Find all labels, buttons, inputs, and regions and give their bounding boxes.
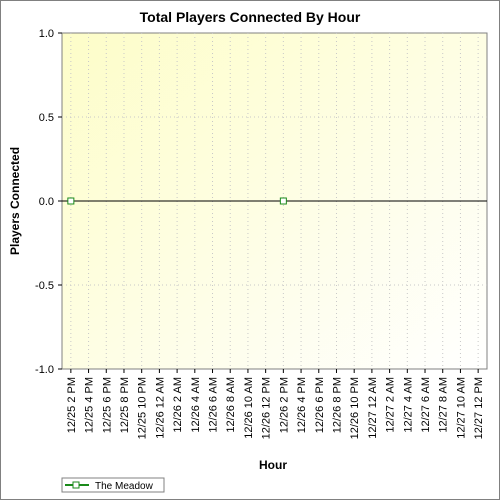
x-tick-label: 12/25 6 PM	[101, 377, 113, 433]
series-layer	[62, 197, 487, 205]
x-tick-label: 12/25 10 PM	[137, 377, 149, 439]
legend: The Meadow	[61, 477, 165, 493]
x-tick-label: 12/26 10 AM	[243, 377, 255, 439]
x-tick-label: 12/25 2 PM	[66, 377, 78, 433]
x-tick-label: 12/26 6 AM	[208, 377, 220, 433]
legend-marker-swatch	[72, 481, 80, 489]
y-tick-label: -0.5	[35, 280, 54, 292]
x-tick-label: 12/26 8 AM	[225, 377, 237, 433]
x-tick-label: 12/26 12 PM	[261, 377, 273, 439]
x-tick-label: 12/26 2 PM	[278, 377, 290, 433]
x-tick-label: 12/26 12 AM	[154, 377, 166, 439]
chart-title: Total Players Connected By Hour	[140, 9, 361, 25]
x-tick-label: 12/25 8 PM	[119, 377, 131, 433]
x-tick-label: 12/27 4 AM	[402, 377, 414, 433]
legend-label-the-meadow: The Meadow	[95, 481, 154, 492]
x-tick-label: 12/27 12 PM	[473, 377, 485, 439]
y-tick-label: 0.0	[39, 196, 54, 208]
y-axis-label: Players Connected	[8, 147, 22, 255]
data-point	[67, 197, 75, 205]
legend-box	[61, 477, 165, 493]
y-tick-label: -1.0	[35, 364, 54, 376]
x-axis: 12/25 2 PM 12/25 4 PM 12/25 6 PM 12/25 8 PM…	[66, 369, 485, 439]
x-tick-label: 12/26 2 AM	[172, 377, 184, 433]
x-tick-label: 12/26 4 PM	[296, 377, 308, 433]
data-point	[279, 197, 287, 205]
x-tick-label: 12/26 6 PM	[314, 377, 326, 433]
x-tick-label: 12/25 4 PM	[84, 377, 96, 433]
x-tick-label: 12/27 10 AM	[455, 377, 467, 439]
x-tick-label: 12/27 12 AM	[367, 377, 379, 439]
x-axis-label: Hour	[259, 458, 287, 472]
y-tick-label: 1.0	[39, 28, 54, 40]
x-tick-label: 12/26 8 PM	[331, 377, 343, 433]
x-tick-label: 12/26 10 PM	[349, 377, 361, 439]
y-axis: 1.0 0.5 0.0 -0.5 -1.0	[35, 28, 62, 376]
y-tick-label: 0.5	[39, 112, 54, 124]
x-tick-label: 12/26 4 AM	[190, 377, 202, 433]
x-tick-label: 12/27 6 AM	[420, 377, 432, 433]
x-tick-label: 12/27 8 AM	[438, 377, 450, 433]
x-tick-label: 12/27 2 AM	[385, 377, 397, 433]
